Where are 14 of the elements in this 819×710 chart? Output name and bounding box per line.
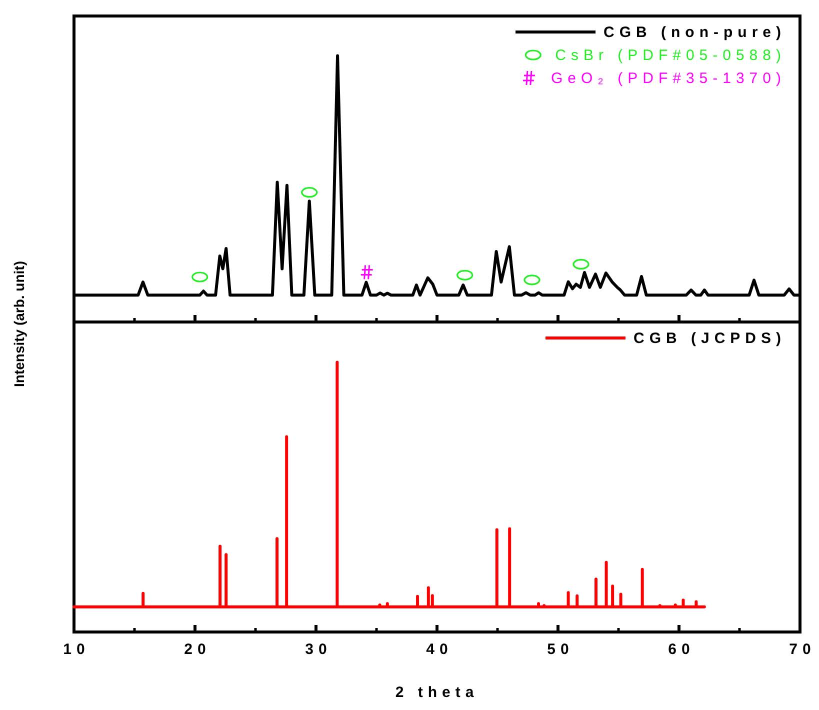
x-tick-label: 70 bbox=[789, 641, 816, 658]
legend-label: GeO₂ (PDF#35-1370) bbox=[550, 70, 786, 87]
legend-label: CsBr (PDF#05-0588) bbox=[555, 47, 786, 64]
x-tick-label: 40 bbox=[426, 641, 453, 658]
x-tick-label: 50 bbox=[547, 641, 574, 658]
x-tick-label: 20 bbox=[184, 641, 211, 658]
x-tick-label: 30 bbox=[305, 641, 332, 658]
point bbox=[360, 264, 374, 280]
x-tick-label: 10 bbox=[63, 641, 90, 658]
x-tick-label: 60 bbox=[668, 641, 695, 658]
text: CGB (JCPDS) bbox=[633, 330, 786, 347]
y-axis-title: Intensity (arb. unit) bbox=[11, 261, 27, 387]
text: CGB (non-pure) bbox=[604, 24, 786, 41]
x-axis-title: 2 theta bbox=[395, 684, 479, 701]
